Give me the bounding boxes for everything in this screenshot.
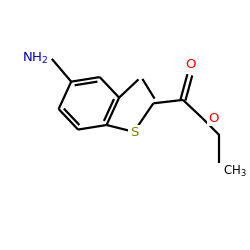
Text: NH$_2$: NH$_2$ (22, 51, 48, 66)
Text: CH$_3$: CH$_3$ (223, 164, 246, 179)
Text: O: O (208, 112, 218, 125)
Text: O: O (186, 58, 196, 71)
Text: S: S (130, 126, 138, 140)
